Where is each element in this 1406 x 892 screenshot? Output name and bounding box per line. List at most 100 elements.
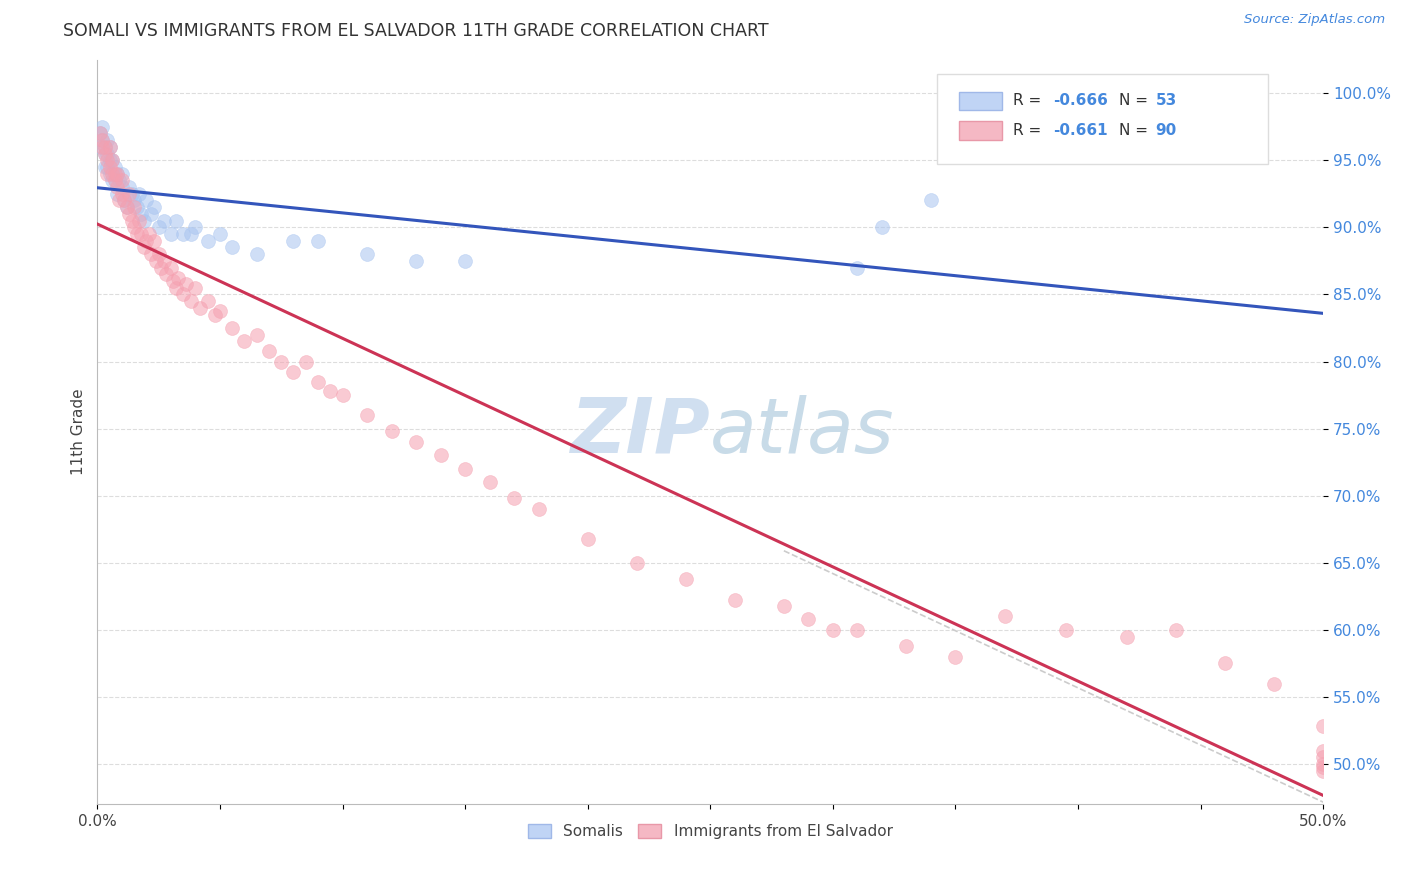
Point	[93, 146, 115, 161]
Point	[454, 462, 477, 476]
Point	[356, 247, 378, 261]
Text: N =: N =	[1119, 123, 1153, 138]
Point	[131, 227, 153, 241]
Point	[132, 240, 155, 254]
FancyBboxPatch shape	[959, 92, 1002, 111]
Point	[1312, 764, 1334, 778]
Point	[96, 160, 118, 174]
Point	[142, 234, 165, 248]
Point	[356, 408, 378, 422]
Point	[626, 556, 648, 570]
Point	[125, 200, 148, 214]
Point	[246, 327, 269, 342]
Point	[112, 194, 135, 208]
Point	[96, 153, 118, 168]
Point	[111, 180, 134, 194]
Text: atlas: atlas	[710, 395, 894, 469]
Point	[162, 274, 184, 288]
Point	[675, 572, 697, 586]
Point	[122, 194, 145, 208]
Point	[101, 173, 124, 187]
Point	[101, 167, 124, 181]
Point	[155, 268, 177, 282]
Text: Source: ZipAtlas.com: Source: ZipAtlas.com	[1244, 13, 1385, 27]
Point	[141, 207, 163, 221]
Point	[115, 200, 138, 214]
Point	[98, 153, 121, 168]
Point	[103, 167, 125, 181]
Text: ZIP: ZIP	[571, 395, 710, 469]
Point	[105, 186, 128, 201]
Point	[180, 294, 202, 309]
Point	[381, 425, 404, 439]
Text: -0.661: -0.661	[1053, 123, 1108, 138]
Point	[89, 140, 111, 154]
Point	[257, 343, 280, 358]
FancyBboxPatch shape	[959, 121, 1002, 140]
Point	[115, 200, 138, 214]
Point	[150, 260, 173, 275]
Point	[294, 354, 316, 368]
Point	[89, 127, 111, 141]
Point	[93, 140, 115, 154]
Point	[96, 167, 118, 181]
Point	[174, 277, 197, 291]
Point	[108, 194, 131, 208]
Point	[527, 502, 550, 516]
Point	[1166, 623, 1188, 637]
Point	[148, 247, 170, 261]
Point	[103, 173, 125, 187]
Text: N =: N =	[1119, 93, 1153, 108]
Point	[724, 593, 747, 607]
Point	[125, 227, 148, 241]
Point	[122, 200, 145, 214]
Point	[920, 194, 942, 208]
Point	[1312, 719, 1334, 733]
Point	[118, 186, 141, 201]
Point	[96, 133, 118, 147]
Point	[221, 240, 243, 254]
Point	[576, 532, 599, 546]
Point	[93, 160, 115, 174]
Point	[405, 435, 427, 450]
Point	[160, 227, 183, 241]
Point	[1116, 630, 1139, 644]
Point	[846, 623, 869, 637]
Point	[112, 194, 135, 208]
Point	[184, 281, 207, 295]
Point	[797, 612, 820, 626]
Point	[197, 294, 219, 309]
Point	[105, 167, 128, 181]
Point	[135, 234, 157, 248]
Point	[121, 213, 143, 227]
Point	[148, 220, 170, 235]
Point	[993, 609, 1015, 624]
Text: SOMALI VS IMMIGRANTS FROM EL SALVADOR 11TH GRADE CORRELATION CHART: SOMALI VS IMMIGRANTS FROM EL SALVADOR 11…	[63, 22, 769, 40]
Legend: Somalis, Immigrants from El Salvador: Somalis, Immigrants from El Salvador	[522, 818, 898, 845]
Point	[121, 186, 143, 201]
Point	[135, 194, 157, 208]
Point	[111, 167, 134, 181]
Point	[307, 375, 329, 389]
Point	[101, 153, 124, 168]
Point	[221, 321, 243, 335]
Point	[128, 213, 150, 227]
Point	[141, 247, 163, 261]
Point	[1312, 750, 1334, 764]
Point	[142, 200, 165, 214]
Y-axis label: 11th Grade: 11th Grade	[72, 389, 86, 475]
Point	[821, 623, 844, 637]
Point	[773, 599, 796, 613]
Point	[1312, 757, 1334, 772]
Point	[145, 253, 167, 268]
Point	[184, 220, 207, 235]
Point	[105, 180, 128, 194]
Point	[111, 186, 134, 201]
Point	[319, 384, 342, 398]
Point	[1054, 623, 1077, 637]
Point	[138, 227, 160, 241]
Point	[1312, 760, 1334, 774]
Point	[204, 308, 226, 322]
Point	[870, 220, 893, 235]
Point	[152, 213, 174, 227]
